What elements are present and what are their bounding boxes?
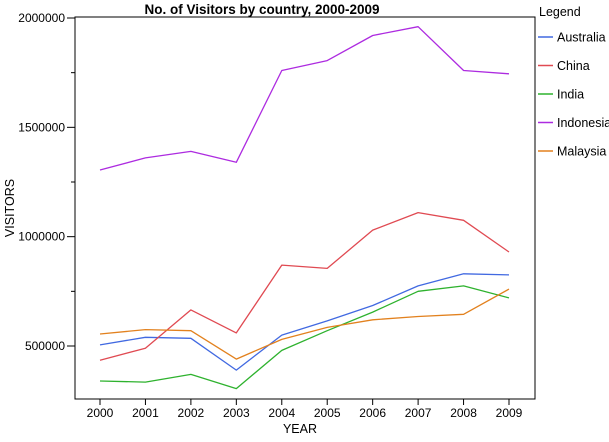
y-axis-ticks: 2000000 1500000 1000000 500000 bbox=[18, 11, 75, 353]
legend-item-australia: Australia bbox=[538, 31, 606, 45]
x-axis-label: YEAR bbox=[283, 422, 317, 436]
chart-title: No. of Visitors by country, 2000-2009 bbox=[144, 2, 379, 17]
x-tick-label: 2005 bbox=[314, 406, 341, 420]
x-tick-label: 2004 bbox=[268, 406, 295, 420]
x-tick-label: 2001 bbox=[132, 406, 159, 420]
x-tick-label: 2000 bbox=[87, 406, 114, 420]
series-line-india bbox=[99, 285, 510, 390]
series-line-australia bbox=[99, 273, 510, 371]
x-tick-label: 2002 bbox=[178, 406, 205, 420]
legend-label: India bbox=[557, 88, 584, 102]
legend-label: Indonesia bbox=[557, 116, 609, 130]
x-tick-label: 2006 bbox=[359, 406, 386, 420]
x-tick-label: 2003 bbox=[223, 406, 250, 420]
series-line-malaysia bbox=[99, 288, 510, 360]
series-line-indonesia bbox=[99, 26, 510, 171]
legend-item-china: China bbox=[538, 59, 590, 73]
legend-title: Legend bbox=[539, 5, 581, 19]
y-tick-label: 1000000 bbox=[18, 230, 65, 244]
x-tick-label: 2008 bbox=[450, 406, 477, 420]
x-axis-ticks: 2000 2001 2002 2003 2004 2005 2006 2007 2008 2009 bbox=[87, 399, 523, 420]
x-tick-label: 2007 bbox=[405, 406, 432, 420]
y-tick-label: 2000000 bbox=[18, 11, 65, 25]
legend-item-malaysia: Malaysia bbox=[538, 145, 606, 159]
legend-items: Australia China India Indonesia Malaysia bbox=[538, 31, 609, 159]
y-tick-label: 1500000 bbox=[18, 120, 65, 134]
legend: Legend Australia China India Indonesia Malay… bbox=[538, 5, 609, 159]
x-tick-label: 2009 bbox=[496, 406, 523, 420]
legend-label: Australia bbox=[557, 31, 606, 45]
y-tick-label: 500000 bbox=[25, 339, 65, 353]
legend-label: China bbox=[557, 59, 590, 73]
legend-item-india: India bbox=[538, 88, 584, 102]
legend-item-indonesia: Indonesia bbox=[538, 116, 609, 130]
series-line-china bbox=[99, 211, 510, 361]
y-axis-label: VISITORS bbox=[3, 179, 17, 237]
series-lines bbox=[99, 26, 510, 390]
plot-area-box bbox=[74, 16, 536, 400]
legend-label: Malaysia bbox=[557, 145, 606, 159]
